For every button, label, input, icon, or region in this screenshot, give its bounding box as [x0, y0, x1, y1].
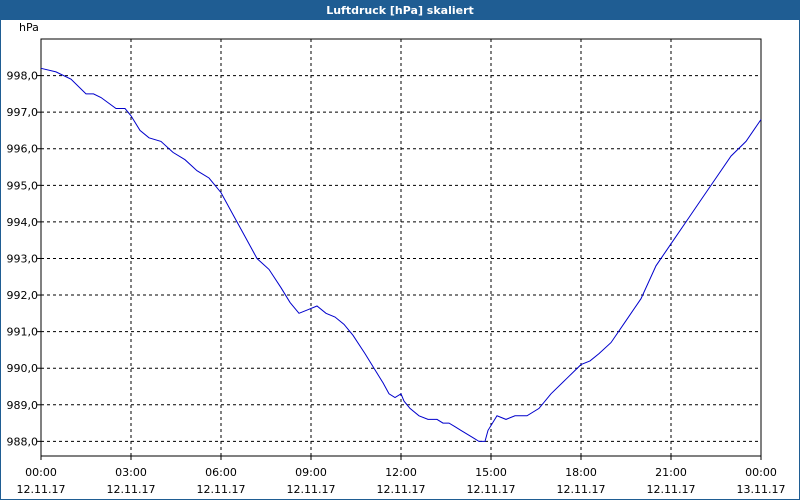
x-tick-time-label: 03:00 — [115, 466, 147, 479]
x-tick-time-label: 18:00 — [565, 466, 597, 479]
x-tick-time-label: 21:00 — [655, 466, 687, 479]
x-tick-time-label: 06:00 — [205, 466, 237, 479]
y-tick-label: 991,0 — [7, 326, 39, 339]
x-tick-date-label: 13.11.17 — [737, 483, 786, 496]
y-tick-label: 993,0 — [7, 252, 39, 265]
x-tick-date-label: 12.11.17 — [17, 483, 66, 496]
window-title: Luftdruck [hPa] skaliert — [1, 1, 799, 20]
x-tick-date-label: 12.11.17 — [647, 483, 696, 496]
x-tick-date-label: 12.11.17 — [557, 483, 606, 496]
y-tick-label: 996,0 — [7, 143, 39, 156]
y-tick-label: 994,0 — [7, 216, 39, 229]
y-tick-label: 989,0 — [7, 399, 39, 412]
x-tick-time-label: 00:00 — [25, 466, 57, 479]
pressure-line — [40, 67, 762, 442]
x-tick-date-label: 12.11.17 — [377, 483, 426, 496]
x-tick-date-label: 12.11.17 — [467, 483, 516, 496]
x-tick-date-label: 12.11.17 — [197, 483, 246, 496]
y-tick-label: 997,0 — [7, 106, 39, 119]
y-tick-label: 998,0 — [7, 70, 39, 83]
y-axis-ticks: 988,0 989,0 990,0 991,0 992,0 993,0 994,0 995,0… — [7, 70, 41, 448]
x-tick-date-label: 12.11.17 — [287, 483, 336, 496]
y-tick-label: 992,0 — [7, 289, 39, 302]
x-axis-ticks: 00:00 12.11.17 03:00 12.11.17 06:00 12.11.17 0… — [17, 456, 786, 496]
x-tick-date-label: 12.11.17 — [107, 483, 156, 496]
x-tick-time-label: 09:00 — [295, 466, 327, 479]
y-tick-label: 995,0 — [7, 179, 39, 192]
x-tick-time-label: 00:00 — [745, 466, 777, 479]
grid-lines — [41, 39, 761, 456]
y-tick-label: 988,0 — [7, 435, 39, 448]
y-unit-label: hPa — [19, 21, 39, 34]
y-tick-label: 990,0 — [7, 362, 39, 375]
x-tick-time-label: 12:00 — [385, 466, 417, 479]
x-tick-time-label: 15:00 — [475, 466, 507, 479]
